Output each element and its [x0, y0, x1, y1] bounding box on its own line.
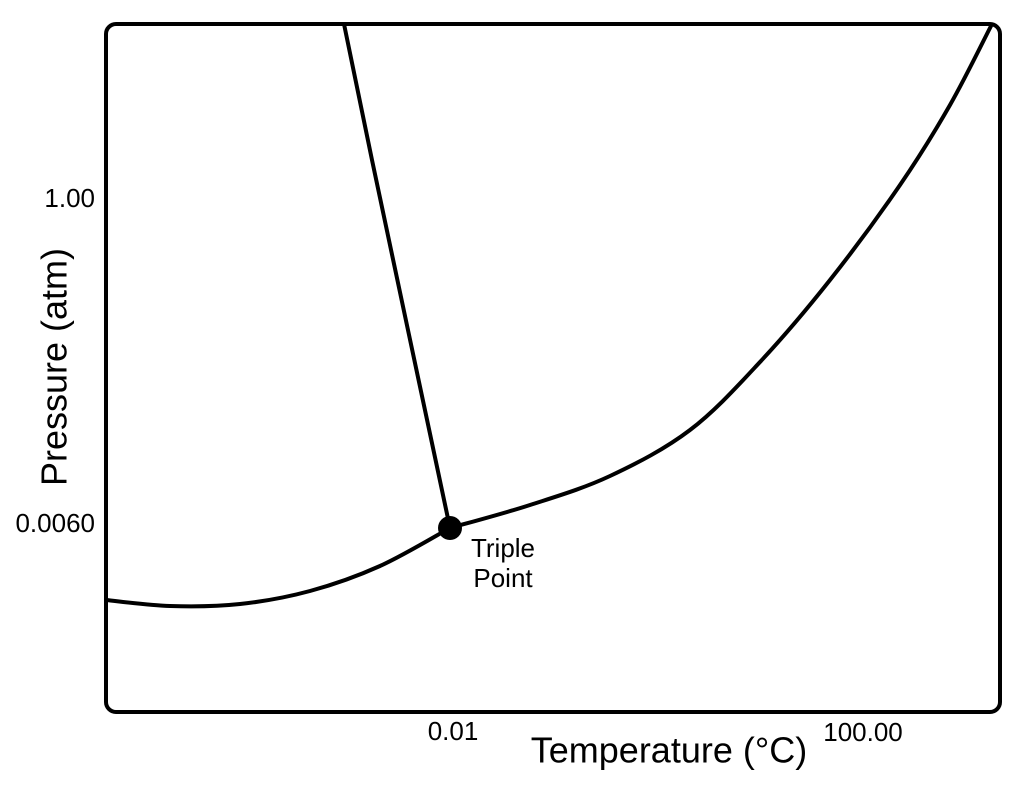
x-axis-title: Temperature (°C) — [531, 730, 807, 771]
y-tick-label-0.0060atm: 0.0060 — [15, 508, 95, 538]
sublimation-curve — [104, 526, 452, 609]
x-tick-label-0.01c: 0.01 — [428, 716, 479, 746]
plot-border — [104, 22, 1002, 714]
y-axis-title: Pressure (atm) — [34, 248, 75, 486]
fusion-curve — [342, 22, 452, 530]
x-tick-label-100c: 100.00 — [823, 717, 903, 747]
triple-point-marker — [438, 516, 462, 540]
vaporization-curve — [448, 24, 993, 530]
triple-point-label-line2: Point — [473, 563, 533, 593]
triple-point-label-line1: Triple — [471, 533, 535, 563]
y-tick-label-1atm: 1.00 — [44, 183, 95, 213]
